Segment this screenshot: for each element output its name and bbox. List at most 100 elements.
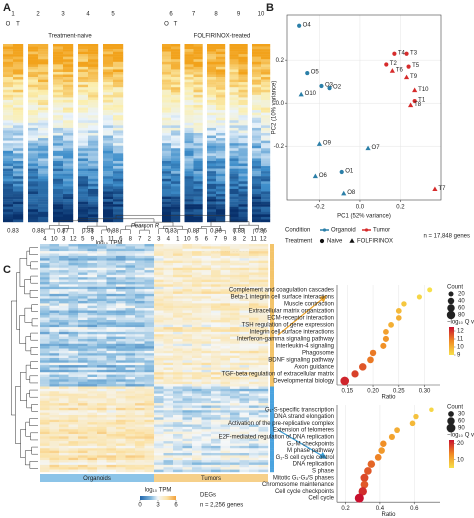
- heatmap-cell: [216, 64, 226, 68]
- heatmap-cell: [125, 424, 136, 428]
- heatmap-cell: [238, 188, 248, 192]
- heatmap-cell: [182, 246, 193, 249]
- heatmap-cell: [88, 166, 99, 169]
- patient-number: 5: [111, 12, 115, 18]
- heatmap-cell: [182, 289, 193, 292]
- heatmap-cell: [238, 69, 248, 73]
- heatmap-cell: [216, 49, 226, 52]
- heatmap-cell: [171, 102, 181, 106]
- colorbar-title: log₁₀ TPM: [96, 241, 123, 247]
- heatmap-cell: [163, 315, 174, 318]
- heatmap-cell: [162, 173, 172, 177]
- heatmap-cell: [135, 310, 145, 314]
- heatmap-cell: [173, 469, 183, 473]
- heatmap-cell: [230, 298, 240, 302]
- heatmap-cell: [230, 317, 240, 321]
- heatmap-cell: [113, 150, 124, 154]
- heatmap-cell: [103, 71, 114, 75]
- heatmap-cell: [113, 107, 124, 111]
- heatmap-cell: [59, 372, 69, 375]
- heatmap-cell: [252, 87, 262, 90]
- heatmap-cell: [261, 110, 271, 113]
- heatmap-cell: [116, 426, 126, 430]
- heatmap-cell: [135, 436, 145, 439]
- heatmap-cell: [258, 396, 269, 399]
- heatmap-cell: [182, 426, 193, 430]
- heatmap-cell: [144, 346, 155, 349]
- heatmap-cell: [220, 407, 231, 411]
- heatmap-cell: [87, 405, 98, 409]
- heatmap-cell: [68, 260, 79, 264]
- heatmap-cell: [201, 438, 212, 442]
- heatmap-cell: [258, 426, 269, 430]
- heatmap-cell: [88, 209, 99, 213]
- heatmap-cell: [59, 422, 69, 425]
- heatmap-cell: [252, 163, 262, 167]
- heatmap-cell: [87, 429, 98, 432]
- heatmap-cell: [135, 424, 145, 428]
- heatmap-cell: [87, 267, 98, 271]
- heatmap-cell: [163, 327, 174, 330]
- heatmap-cell: [103, 49, 114, 52]
- heatmap-cell: [229, 196, 239, 200]
- heatmap-cell: [258, 329, 269, 333]
- heatmap-cell: [249, 317, 259, 321]
- heatmap-cell: [144, 443, 155, 447]
- heatmap-cell: [116, 289, 126, 292]
- heatmap-cell: [116, 350, 126, 354]
- cluster-bar: [270, 355, 274, 359]
- dendrogram: [25, 336, 31, 352]
- heatmap-cell: [103, 183, 114, 187]
- heatmap-cell: [163, 244, 174, 247]
- heatmap-cell: [3, 191, 14, 195]
- heatmap-cell: [163, 248, 174, 252]
- heatmap-cell: [40, 260, 50, 264]
- heatmap-cell: [171, 74, 181, 78]
- heatmap-cell: [154, 251, 164, 254]
- heatmap-cell: [103, 97, 114, 101]
- term-label: Developmental biology: [273, 378, 334, 384]
- heatmap-cell: [252, 211, 262, 215]
- heatmap-cell: [103, 127, 114, 131]
- heatmap-cell: [135, 453, 145, 456]
- heatmap-cell: [113, 105, 124, 108]
- heatmap-cell: [220, 305, 231, 309]
- heatmap-cell: [59, 436, 69, 439]
- heatmap-cell: [40, 358, 50, 361]
- heatmap-cell: [78, 277, 88, 280]
- heatmap-cell: [207, 120, 217, 124]
- heatmap-cell: [258, 469, 269, 473]
- heatmap-cell: [49, 467, 60, 470]
- term-label: Extension of telomeres: [273, 428, 334, 434]
- heatmap-cell: [53, 163, 64, 167]
- heatmap-cell: [38, 66, 49, 70]
- heatmap-cell: [59, 284, 69, 287]
- heatmap-cell: [88, 160, 99, 164]
- heatmap-cell: [88, 176, 99, 179]
- heatmap-cell: [116, 348, 126, 352]
- heatmap-cell: [201, 317, 212, 321]
- heatmap-cell: [49, 367, 60, 371]
- heatmap-cell: [53, 214, 64, 218]
- heatmap-cell: [249, 374, 259, 378]
- heatmap-cell: [78, 127, 89, 131]
- heatmap-cell: [249, 339, 259, 342]
- heatmap-cell: [154, 298, 164, 302]
- heatmap-cell: [238, 61, 248, 65]
- heatmap-cell: [182, 312, 193, 316]
- heatmap-cell: [28, 199, 39, 202]
- heatmap-cell: [135, 258, 145, 261]
- heatmap-cell: [59, 265, 69, 268]
- heatmap-cell: [162, 211, 172, 215]
- heatmap-cell: [238, 115, 248, 118]
- heatmap-cell: [40, 367, 50, 371]
- cluster-bar: [270, 246, 274, 249]
- heatmap-cell: [97, 457, 107, 461]
- heatmap-cell: [220, 244, 231, 247]
- heatmap-cell: [53, 61, 64, 65]
- heatmap-cell: [38, 194, 49, 197]
- heatmap-cell: [201, 324, 212, 328]
- cluster-bar: [270, 369, 274, 373]
- heatmap-cell: [135, 322, 145, 325]
- heatmap-cell: [113, 140, 124, 144]
